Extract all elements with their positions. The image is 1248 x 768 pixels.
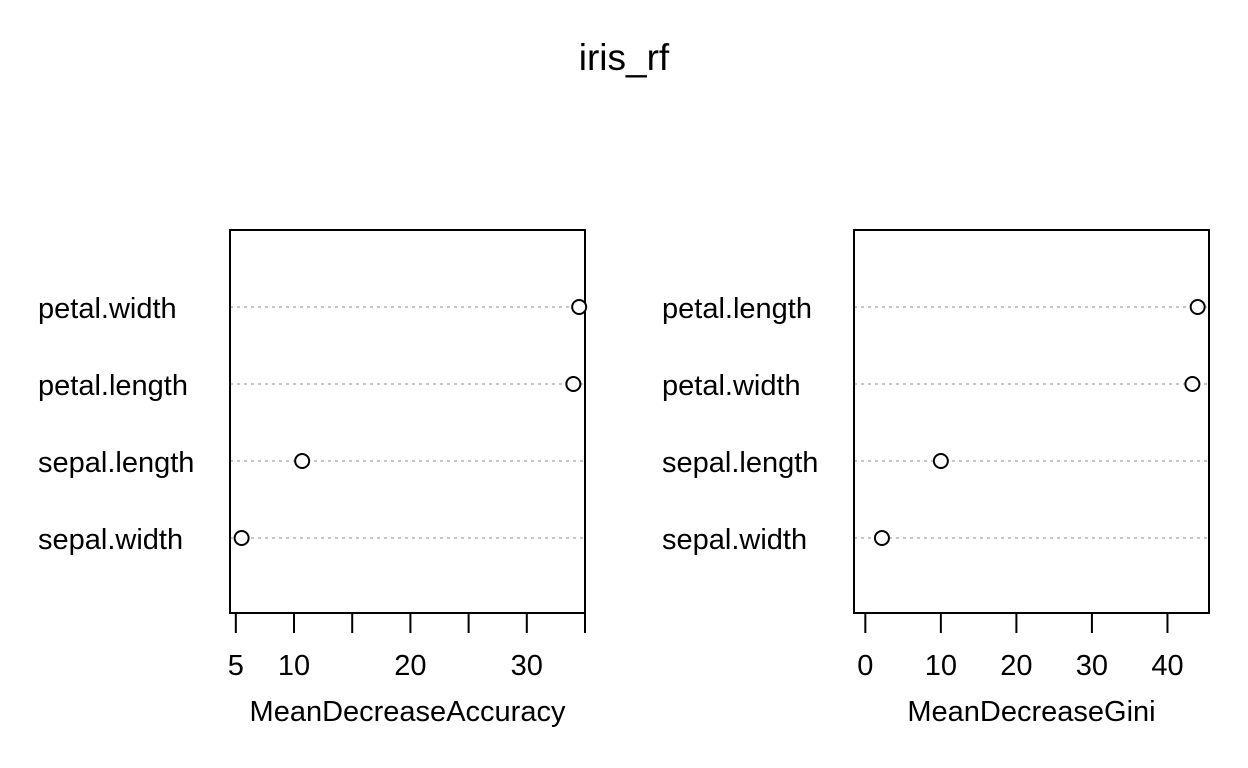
x-tick-label: 20 — [394, 650, 426, 682]
category-label: sepal.width — [38, 524, 183, 556]
category-label: petal.width — [38, 293, 177, 325]
plot-frame — [853, 229, 1210, 614]
dotchart-panel-1: petal.width petal.length sepal.length sepal… — [38, 229, 588, 728]
category-label: petal.length — [38, 370, 188, 402]
x-axis-label: MeanDecreaseGini — [907, 696, 1155, 728]
x-tick-label: 30 — [511, 650, 543, 682]
category-label: sepal.width — [662, 524, 807, 556]
data-point — [565, 376, 582, 392]
x-tick-label: 0 — [857, 650, 873, 682]
x-tick-label: 30 — [1076, 650, 1108, 682]
data-point — [294, 453, 311, 469]
plot-frame — [229, 229, 586, 614]
category-label: sepal.length — [38, 447, 194, 479]
data-point — [1189, 299, 1206, 315]
data-point — [1184, 376, 1201, 392]
dotchart-panel-2: petal.length petal.width sepal.length sepal… — [662, 229, 1210, 728]
data-point — [932, 453, 949, 469]
category-label: sepal.length — [662, 447, 818, 479]
x-axis-label: MeanDecreaseAccuracy — [250, 696, 566, 728]
x-tick-label: 20 — [1000, 650, 1032, 682]
data-point — [571, 299, 588, 315]
data-point — [873, 530, 890, 546]
chart-title: iris_rf — [579, 37, 670, 78]
x-tick-label: 40 — [1151, 650, 1183, 682]
x-tick-label: 10 — [278, 650, 310, 682]
category-label: petal.length — [662, 293, 812, 325]
data-point — [233, 530, 250, 546]
x-tick-label: 10 — [925, 650, 957, 682]
category-label: petal.width — [662, 370, 801, 402]
x-tick-label: 5 — [228, 650, 244, 682]
